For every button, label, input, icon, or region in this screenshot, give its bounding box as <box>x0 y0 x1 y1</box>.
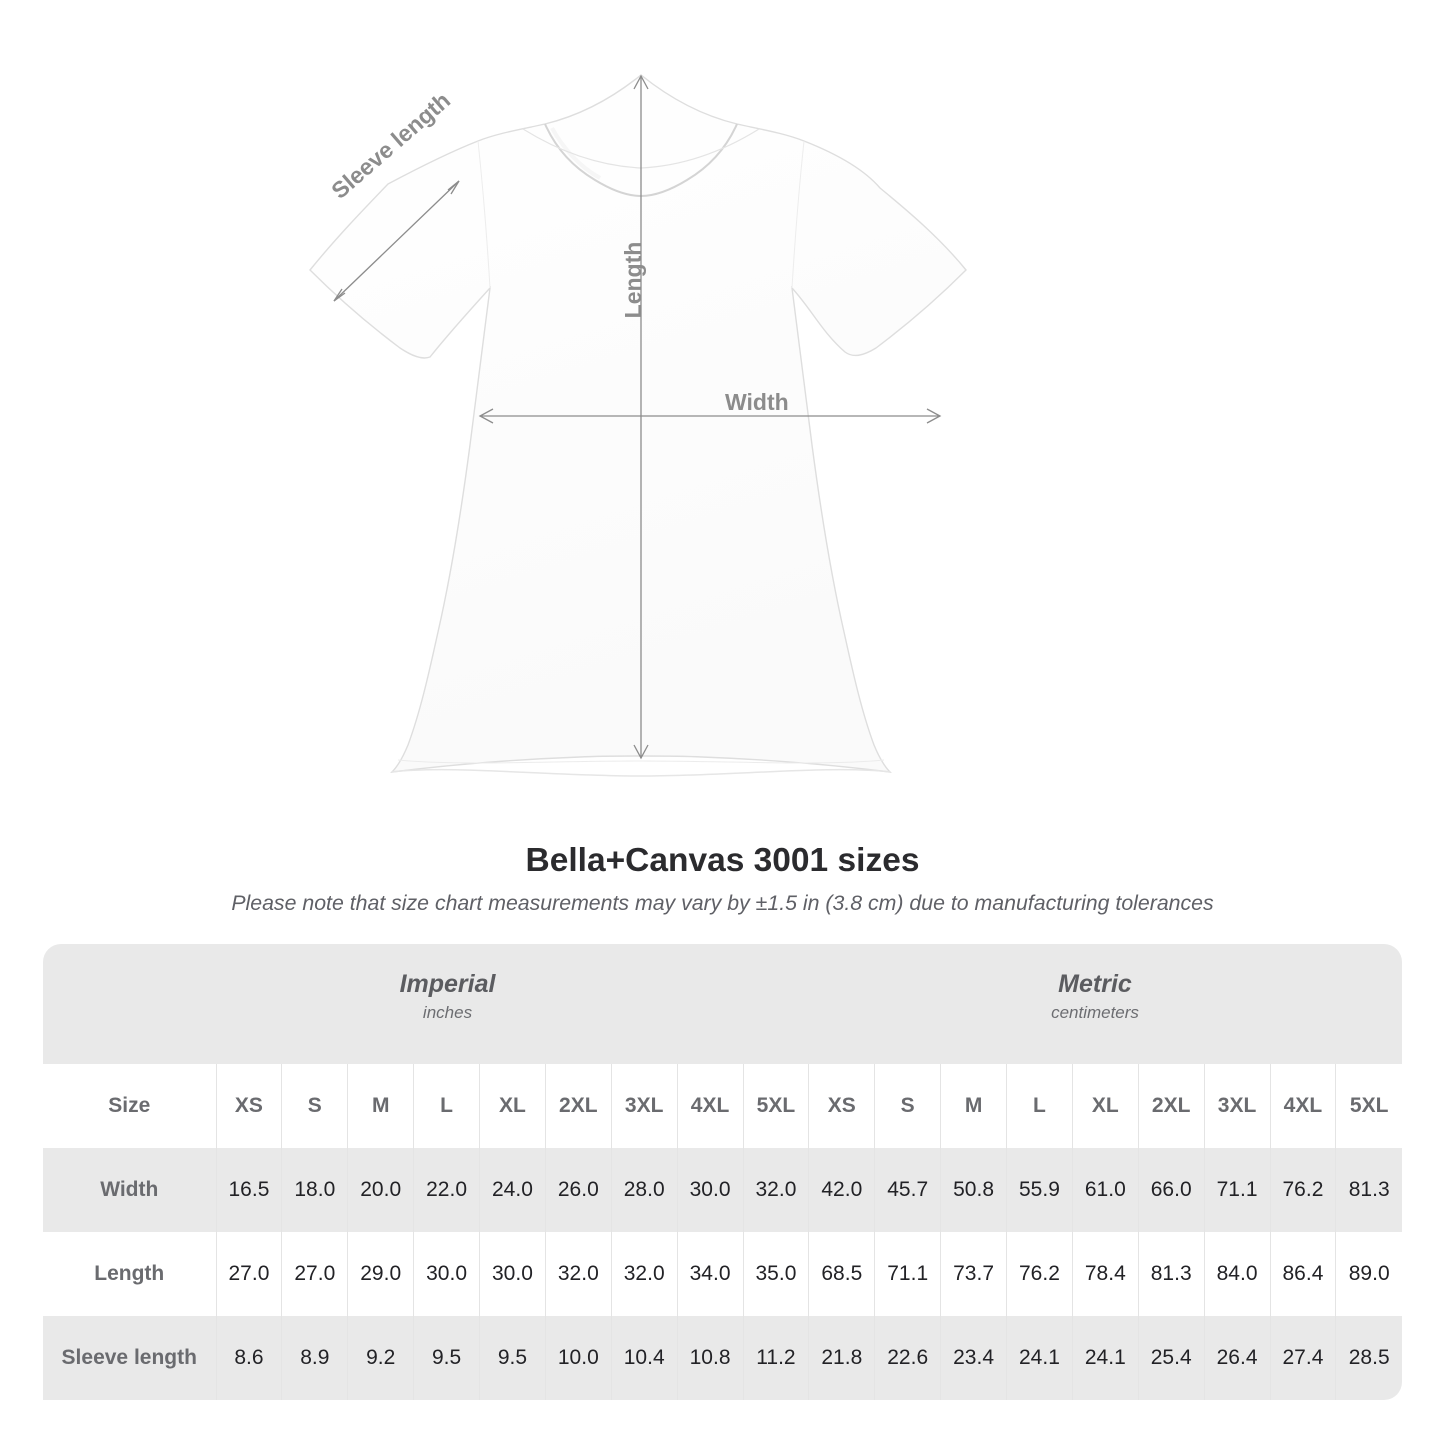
svg-text:Width: Width <box>725 389 789 415</box>
svg-text:Length: Length <box>620 242 646 319</box>
